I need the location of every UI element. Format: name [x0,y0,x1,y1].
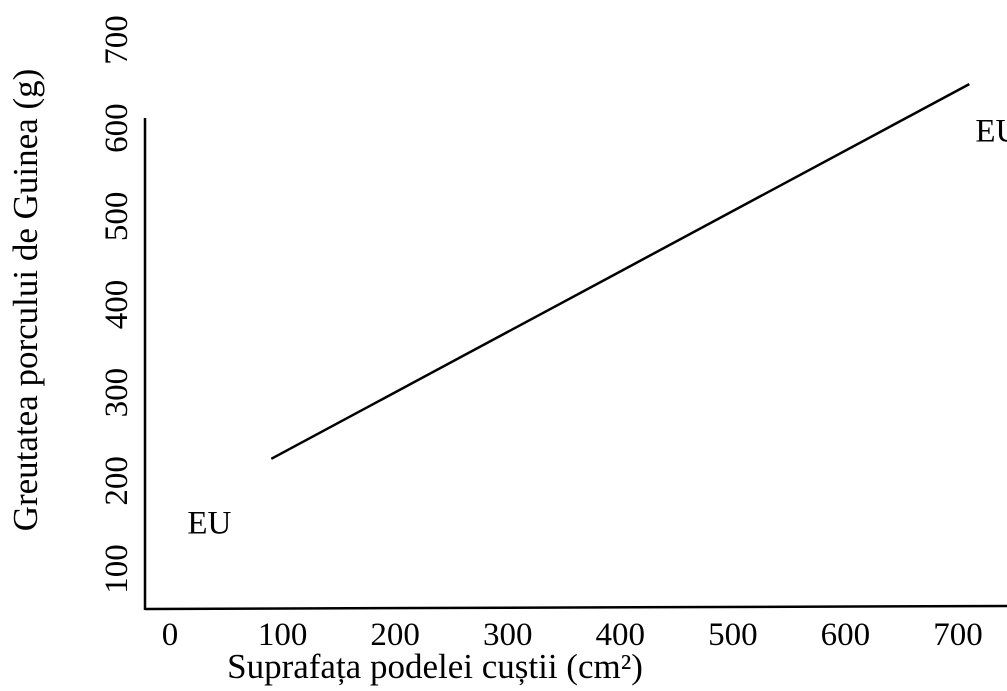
y-tick-label: 500 [99,192,135,242]
y-tick-label: 400 [99,280,135,330]
y-tick-label: 100 [99,544,135,594]
x-tick-label: 400 [596,617,646,653]
x-tick-label: 100 [258,617,308,653]
eu-annotation: EU [187,506,231,542]
y-tick-label: 300 [99,368,135,418]
y-axis-title: Greutatea porcului de Guinea (g) [6,69,45,532]
x-axis-line [144,604,1007,611]
x-tick-labels: 0 100 200 300 400 500 600 700 [162,617,983,653]
x-tick-label: 200 [370,617,420,653]
annotations: EU EU [187,113,1007,541]
y-tick-label: 700 [99,15,135,65]
series-layer [270,82,970,460]
y-tick-label: 600 [99,103,135,153]
eu-annotation: EU [975,113,1007,149]
series-line [270,82,970,460]
x-tick-label: 500 [708,617,758,653]
y-tick-label: 200 [99,456,135,506]
x-tick-label: 300 [483,617,533,653]
axes [143,118,1007,611]
x-axis-title: Suprafața podelei cuștii (cm²) [227,647,643,686]
x-tick-label: 0 [162,617,179,653]
y-tick-labels: 100 200 300 400 500 600 700 [99,15,135,594]
x-tick-label: 700 [933,617,983,653]
x-tick-label: 600 [821,617,871,653]
